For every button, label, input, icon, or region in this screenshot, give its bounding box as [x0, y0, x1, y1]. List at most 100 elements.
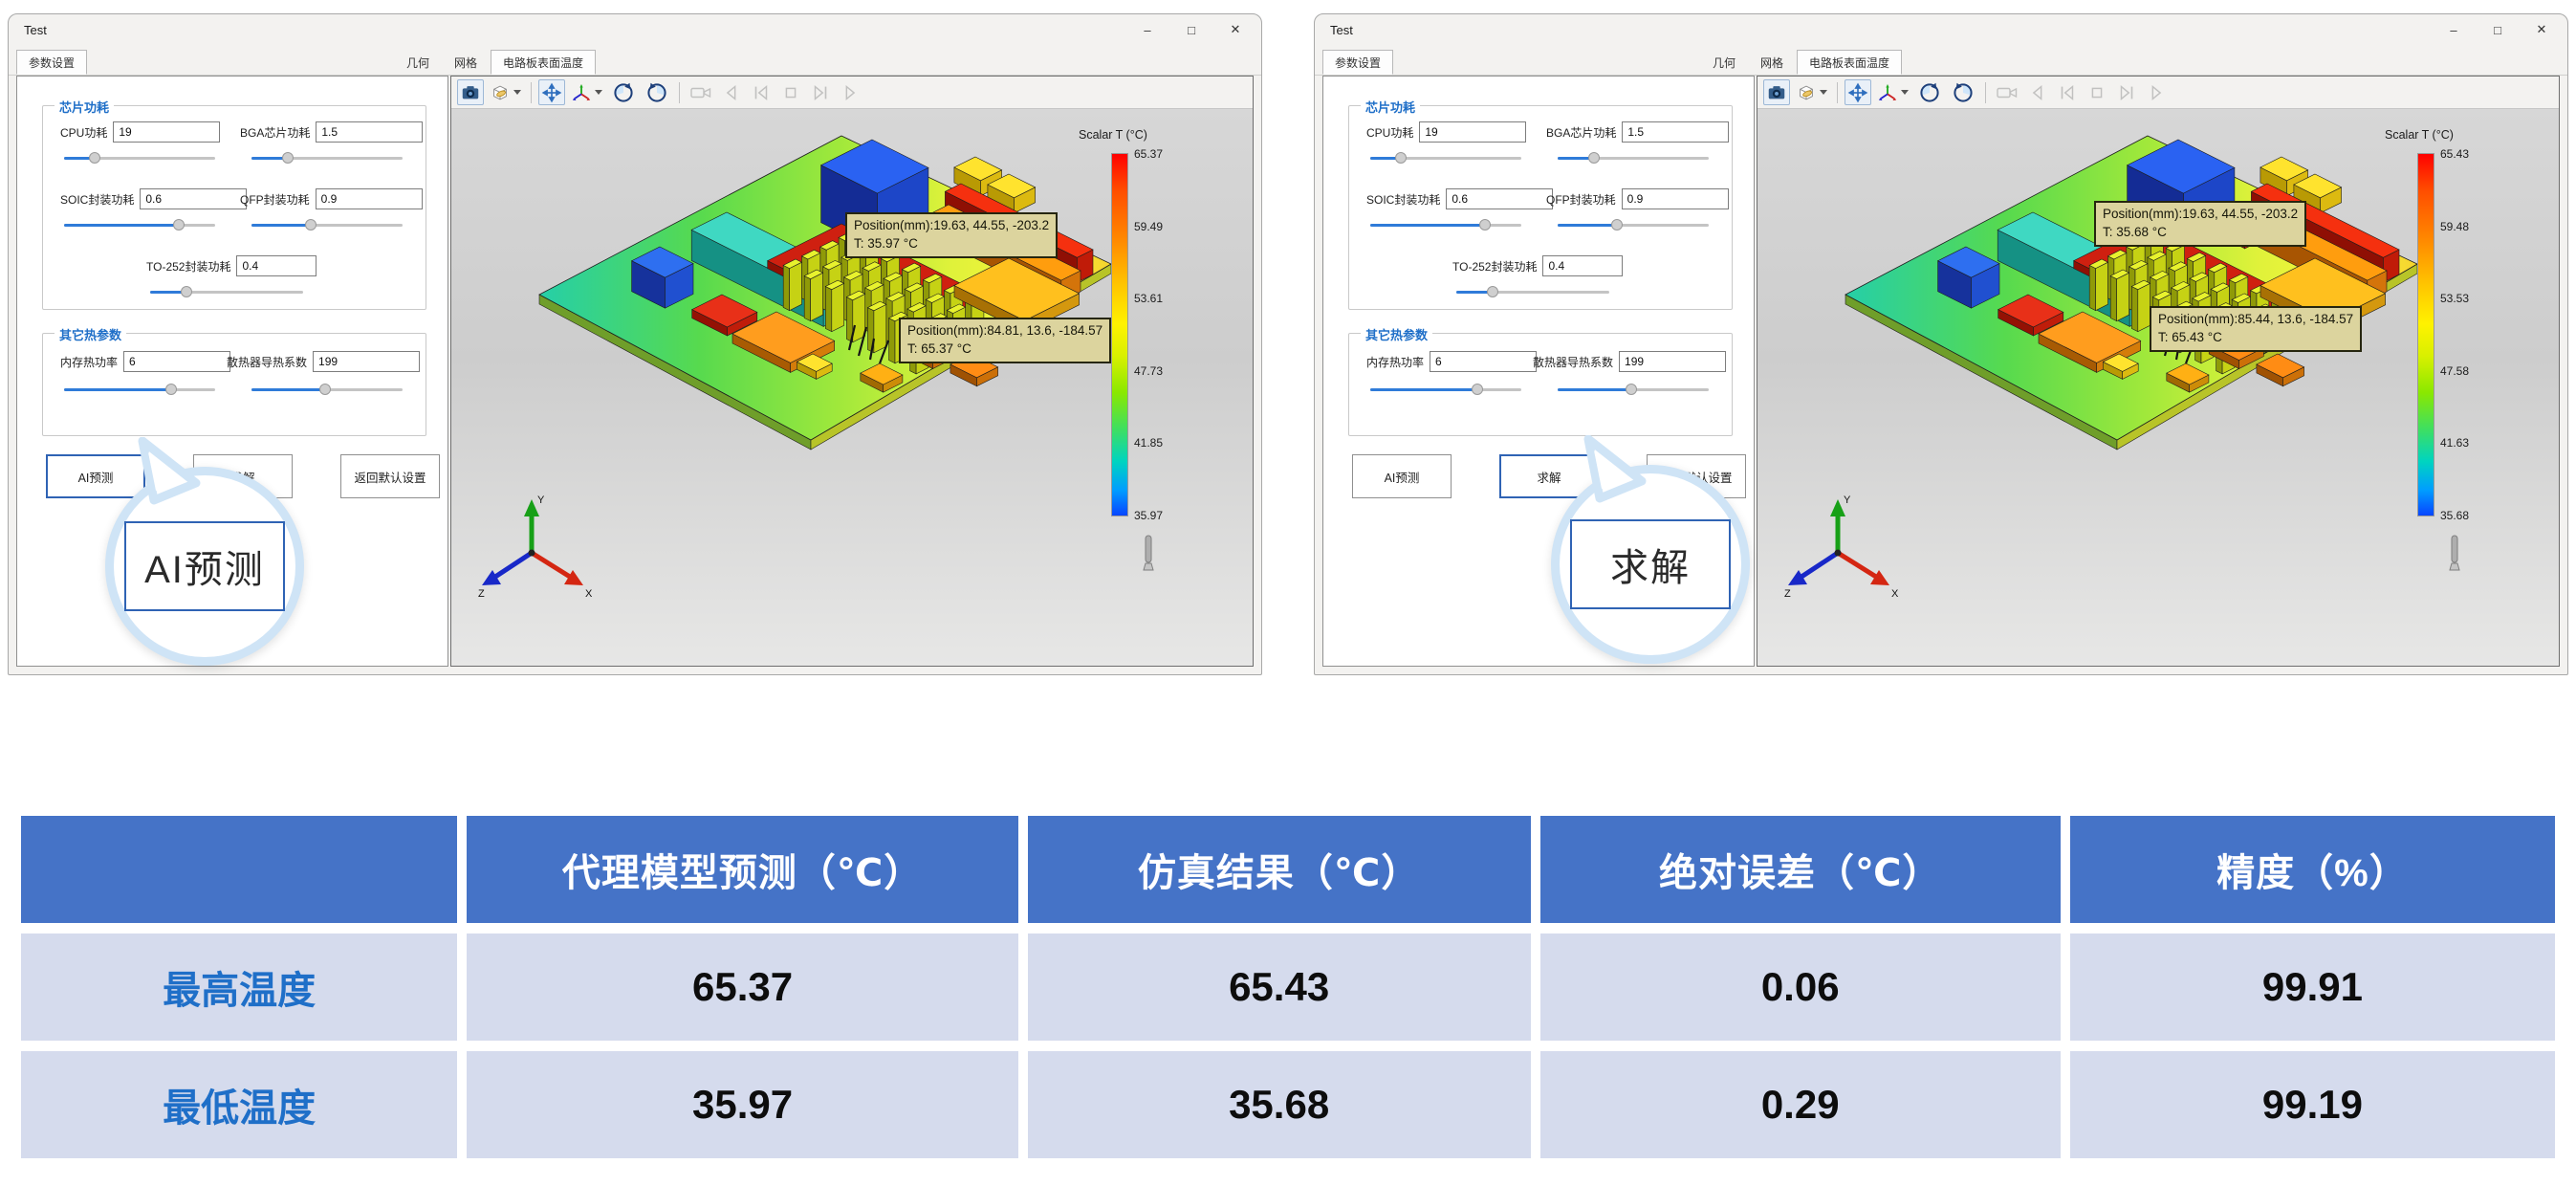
tab-strip: 参数设置 几何 网格 电路板表面温度 — [9, 45, 1261, 76]
tab-parameter-settings[interactable]: 参数设置 — [16, 50, 88, 75]
previous-frame-icon[interactable] — [2024, 79, 2051, 105]
axis-triad: Y X Z — [476, 490, 600, 614]
to252-power-input[interactable] — [236, 255, 317, 276]
qfp-power-input[interactable] — [1621, 188, 1729, 209]
viewport-3d[interactable]: Position(mm):19.63, 44.55, -203.2 T: 35.… — [1757, 109, 2559, 666]
soic-power-input[interactable] — [1446, 188, 1554, 209]
first-frame-icon[interactable] — [748, 79, 775, 105]
other-thermal-group: 其它热参数 内存热功率 散热器导热系数 — [42, 325, 426, 436]
memory-power-input[interactable] — [123, 351, 231, 372]
fit-view-icon[interactable] — [1845, 79, 1871, 105]
ai-predict-button[interactable]: AI预测 — [46, 454, 145, 498]
screenshot-camera-icon[interactable] — [1763, 79, 1790, 105]
titlebar[interactable]: Test – □ ✕ — [9, 14, 1261, 45]
cell-abs-error: 0.06 — [1539, 933, 2061, 1041]
tab-mesh[interactable]: 网格 — [1760, 55, 1784, 70]
cell-abs-error: 0.29 — [1539, 1051, 2061, 1158]
colorbar-gradient — [1111, 153, 1128, 516]
cpu-power-slider[interactable] — [64, 152, 215, 165]
play-icon[interactable] — [837, 79, 863, 105]
cell-accuracy: 99.91 — [2069, 933, 2555, 1041]
tab-surface-temperature[interactable]: 电路板表面温度 — [1797, 50, 1903, 75]
close-icon[interactable]: ✕ — [2536, 22, 2547, 36]
record-animation-icon[interactable] — [687, 79, 715, 105]
cpu-power-input[interactable] — [113, 121, 221, 143]
qfp-power-label: QFP封装功耗 — [240, 192, 310, 207]
last-frame-icon[interactable] — [2113, 79, 2140, 105]
tab-geometry[interactable]: 几何 — [406, 55, 430, 70]
memory-power-label: 内存热功率 — [60, 355, 119, 369]
tab-parameter-settings[interactable]: 参数设置 — [1322, 50, 1394, 75]
fit-view-icon[interactable] — [538, 79, 565, 105]
soic-power-field: SOIC封装功耗 — [60, 188, 248, 209]
minimize-icon[interactable]: – — [1144, 22, 1151, 37]
bga-power-slider[interactable] — [1558, 152, 1709, 165]
colorbar-gradient — [2417, 153, 2434, 516]
screenshot-camera-icon[interactable] — [457, 79, 484, 105]
play-icon[interactable] — [2143, 79, 2170, 105]
cpu-power-label: CPU功耗 — [1366, 125, 1414, 140]
rotate-ccw-icon[interactable] — [608, 79, 639, 105]
bga-power-input[interactable] — [1622, 121, 1730, 143]
first-frame-icon[interactable] — [2054, 79, 2081, 105]
heatsink-conductivity-slider[interactable] — [251, 384, 403, 396]
tab-surface-temperature[interactable]: 电路板表面温度 — [491, 50, 597, 75]
maximize-icon[interactable]: □ — [2494, 22, 2501, 37]
cpu-power-slider[interactable] — [1370, 152, 1521, 165]
display-mode-icon[interactable] — [487, 79, 524, 105]
soic-power-slider[interactable] — [1370, 219, 1521, 231]
to252-power-label: TO-252封装功耗 — [146, 259, 231, 274]
to252-power-input[interactable] — [1542, 255, 1624, 276]
reset-defaults-button[interactable]: 返回默认设置 — [340, 454, 440, 498]
rotate-cw-icon[interactable] — [642, 79, 672, 105]
axis-label-z: Z — [1784, 588, 1791, 600]
qfp-power-slider[interactable] — [251, 219, 403, 231]
stop-icon[interactable] — [2084, 79, 2110, 105]
record-animation-icon[interactable] — [1993, 79, 2021, 105]
to252-power-slider[interactable] — [1456, 286, 1609, 298]
probe-tooltip-min: Position(mm):19.63, 44.55, -203.2 T: 35.… — [2094, 201, 2307, 247]
view-orientation-icon[interactable] — [1874, 79, 1911, 105]
axis-label-x: X — [1891, 588, 1899, 600]
minimize-icon[interactable]: – — [2450, 22, 2457, 37]
soic-power-input[interactable] — [140, 188, 248, 209]
memory-power-input[interactable] — [1430, 351, 1538, 372]
bga-power-slider[interactable] — [251, 152, 403, 165]
axis-label-y: Y — [537, 494, 545, 506]
chevron-down-icon — [1901, 90, 1909, 95]
memory-power-slider[interactable] — [64, 384, 215, 396]
colorbar-ticks: 65.37 59.49 53.61 47.73 41.85 35.97 — [1134, 147, 1163, 522]
heatsink-conductivity-input[interactable] — [1619, 351, 1727, 372]
view-panel: Position(mm):19.63, 44.55, -203.2 T: 35.… — [1757, 76, 2560, 667]
probe-temperature: T: 65.43 °C — [2158, 329, 2222, 344]
to252-power-slider[interactable] — [150, 286, 303, 298]
titlebar[interactable]: Test – □ ✕ — [1315, 14, 2567, 45]
memory-power-slider[interactable] — [1370, 384, 1521, 396]
app-window-right: Test – □ ✕ 参数设置 几何 网格 电路板表面温度 芯片功耗 CPU功耗 — [1314, 13, 2568, 675]
cell-simulation: 35.68 — [1027, 1051, 1531, 1158]
viewport-toolbar — [451, 77, 1253, 109]
qfp-power-slider[interactable] — [1558, 219, 1709, 231]
bga-power-label: BGA芯片功耗 — [1546, 125, 1617, 140]
tab-geometry[interactable]: 几何 — [1713, 55, 1736, 70]
soic-power-slider[interactable] — [64, 219, 215, 231]
rotate-ccw-icon[interactable] — [1914, 79, 1945, 105]
cell-prediction: 65.37 — [467, 933, 1018, 1041]
rotate-cw-icon[interactable] — [1948, 79, 1978, 105]
stop-icon[interactable] — [777, 79, 804, 105]
bga-power-input[interactable] — [316, 121, 424, 143]
tab-mesh[interactable]: 网格 — [454, 55, 478, 70]
close-icon[interactable]: ✕ — [1230, 22, 1241, 36]
display-mode-icon[interactable] — [1793, 79, 1830, 105]
cpu-power-input[interactable] — [1419, 121, 1527, 143]
view-orientation-icon[interactable] — [568, 79, 605, 105]
window-controls: – □ ✕ — [2432, 14, 2564, 45]
ai-predict-button[interactable]: AI预测 — [1352, 454, 1452, 498]
qfp-power-input[interactable] — [315, 188, 423, 209]
viewport-3d[interactable]: Position(mm):19.63, 44.55, -203.2 T: 35.… — [451, 109, 1253, 666]
previous-frame-icon[interactable] — [718, 79, 745, 105]
heatsink-conductivity-slider[interactable] — [1558, 384, 1709, 396]
heatsink-conductivity-input[interactable] — [313, 351, 421, 372]
last-frame-icon[interactable] — [807, 79, 834, 105]
maximize-icon[interactable]: □ — [1188, 22, 1195, 37]
